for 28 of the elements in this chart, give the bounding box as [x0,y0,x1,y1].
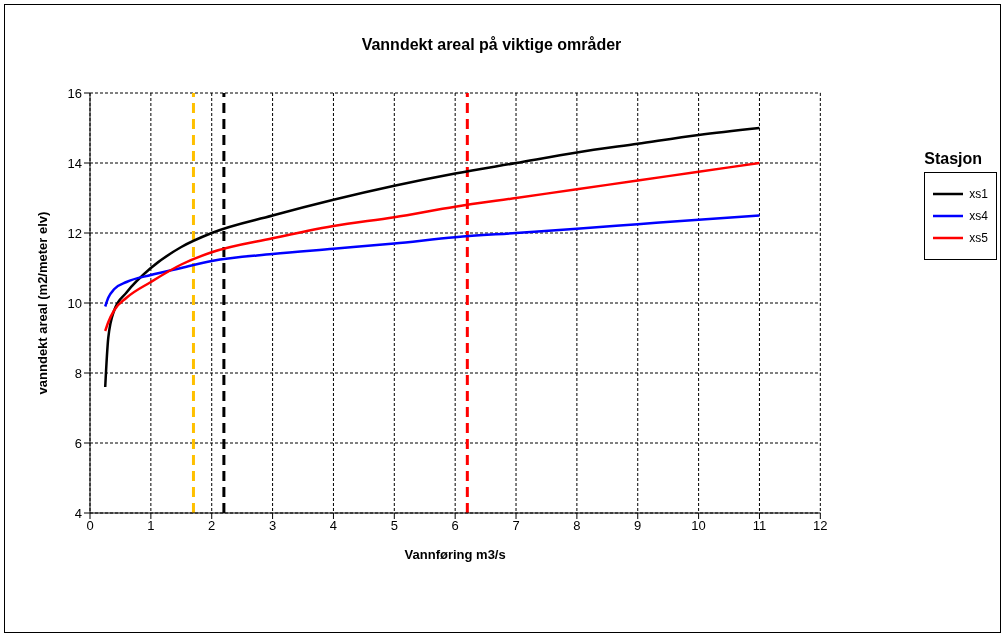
x-tick-label: 10 [691,518,706,534]
legend-label: xs5 [969,231,988,245]
x-tick-label: 12 [813,518,828,534]
x-tick-label: 8 [573,518,581,534]
y-tick-label: 6 [74,435,82,451]
x-tick-label: 2 [208,518,216,534]
x-tick-label: 11 [752,518,767,534]
y-tick-label: 10 [67,295,82,311]
y-axis-title: vanndekt areal (m2/meter elv) [34,211,50,395]
x-axis-title: Vannføring m3/s [404,547,506,562]
legend-label: xs4 [969,209,988,223]
x-tick-label: 7 [512,518,520,534]
x-tick-label: 6 [451,518,459,534]
x-tick-label: 3 [268,518,277,534]
x-tick-label: 4 [329,518,338,534]
y-tick-label: 8 [74,365,82,381]
line-series [103,214,761,308]
x-tick-label: 1 [147,518,155,534]
y-tick-label: 4 [74,505,82,521]
legend-title: Stasjon [924,150,984,168]
x-tick-label: 9 [634,518,642,534]
chart-title: Vanndekt areal på viktige områder [360,36,623,54]
x-tick-label: 5 [390,518,398,534]
x-tick-label: 0 [86,518,94,534]
y-tick-label: 16 [67,85,82,101]
y-tick-label: 12 [67,225,82,241]
y-tick-label: 14 [67,155,82,171]
legend-label: xs1 [969,187,988,201]
